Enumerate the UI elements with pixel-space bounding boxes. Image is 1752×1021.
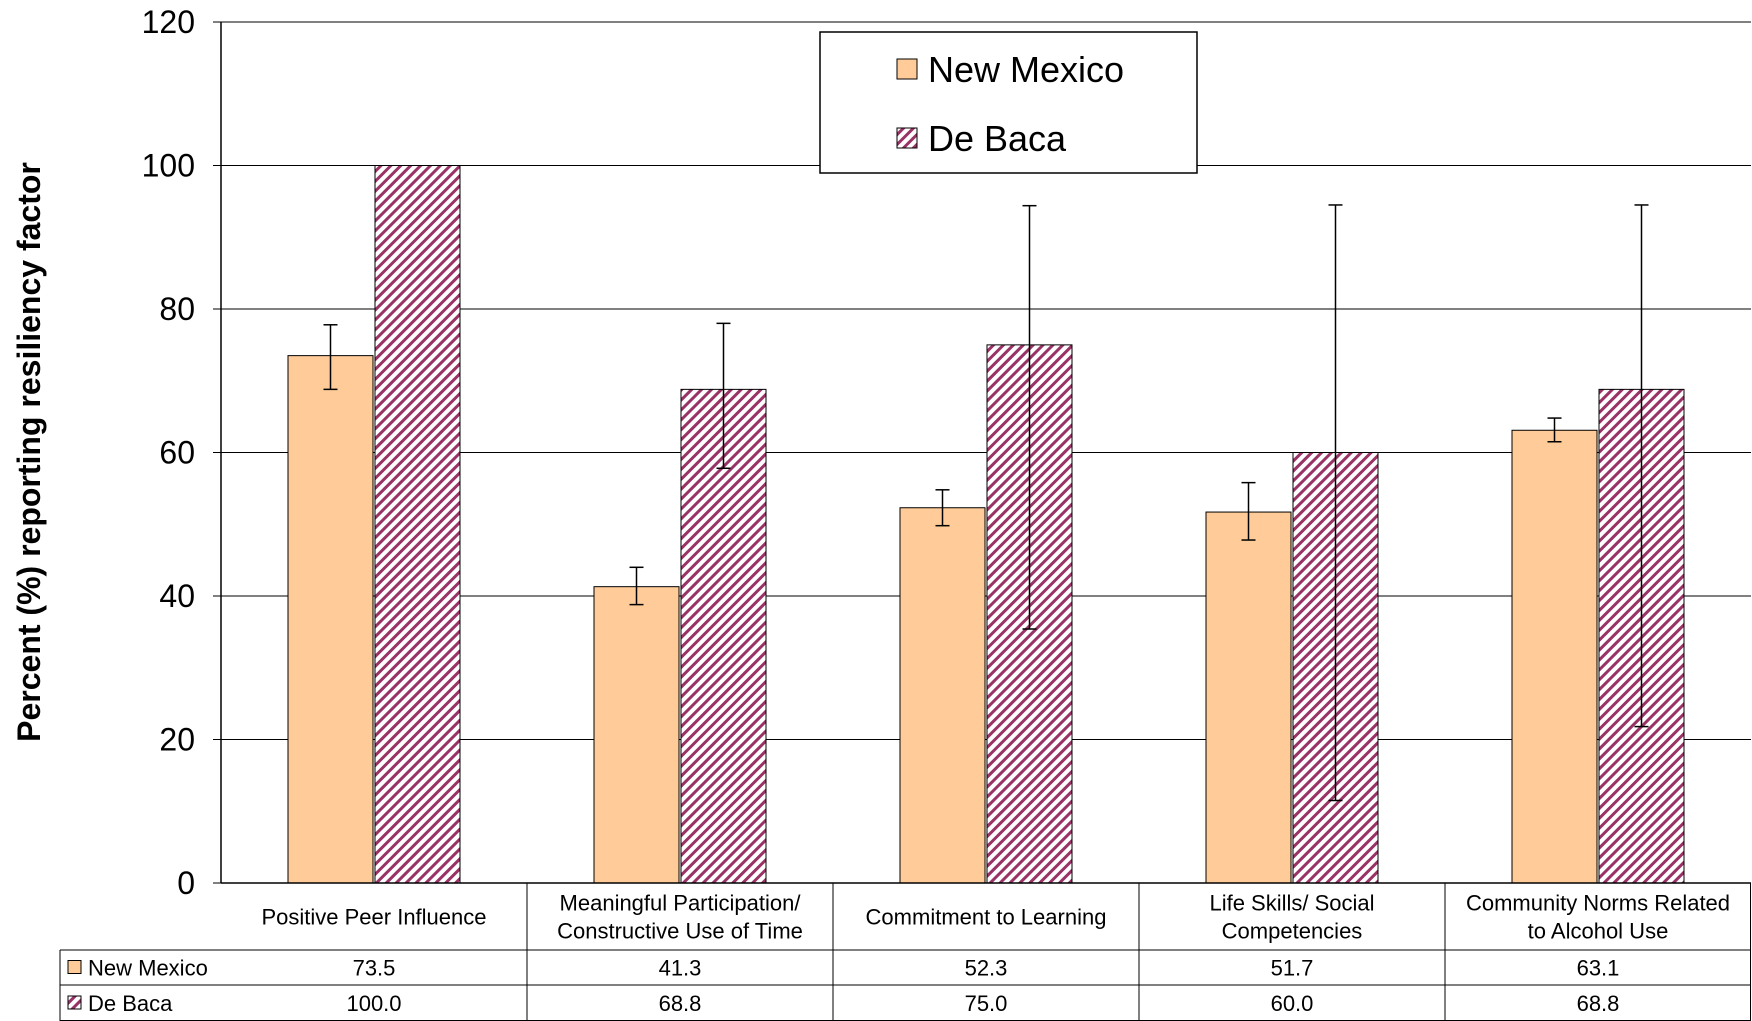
x-category-label: Constructive Use of Time — [557, 919, 803, 944]
y-tick-label: 120 — [142, 4, 195, 40]
data-label: 63.1 — [1577, 956, 1620, 981]
legend-label: New Mexico — [928, 49, 1124, 90]
x-category-label: Positive Peer Influence — [261, 905, 486, 930]
y-axis-title: Percent (%) reporting resiliency factor — [11, 162, 47, 742]
legend — [819, 31, 1198, 174]
x-category-label: to Alcohol Use — [1528, 919, 1669, 944]
data-label: 51.7 — [1271, 956, 1314, 981]
x-category-label: Commitment to Learning — [866, 905, 1107, 930]
y-tick-label: 80 — [159, 291, 195, 327]
legend-swatch — [896, 58, 918, 80]
legend-label: De Baca — [928, 118, 1067, 159]
x-category-label: Meaningful Participation/ — [560, 891, 802, 916]
x-category-label: Competencies — [1222, 919, 1363, 944]
data-label: 75.0 — [965, 991, 1008, 1016]
data-label: 100.0 — [346, 991, 401, 1016]
bar-new-mexico — [1205, 511, 1292, 884]
y-tick-label: 20 — [159, 722, 195, 758]
data-label: 52.3 — [965, 956, 1008, 981]
y-tick-label: 100 — [142, 148, 195, 184]
data-label: 60.0 — [1271, 991, 1314, 1016]
y-tick-label: 0 — [177, 865, 195, 901]
x-category-label: Life Skills/ Social — [1209, 891, 1374, 916]
table-series-name: New Mexico — [88, 956, 208, 981]
data-label: 68.8 — [659, 991, 702, 1016]
table-legend-key — [67, 960, 82, 974]
data-label: 73.5 — [353, 956, 396, 981]
y-tick-label: 40 — [159, 578, 195, 614]
bar-new-mexico — [1511, 429, 1598, 884]
table-series-name: De Baca — [88, 991, 173, 1016]
legend-swatch — [896, 127, 918, 149]
data-label: 68.8 — [1577, 991, 1620, 1016]
bar-new-mexico — [287, 355, 374, 884]
x-category-label: Community Norms Related — [1466, 891, 1730, 916]
bar-new-mexico — [593, 586, 680, 884]
bar-new-mexico — [899, 507, 986, 884]
y-tick-label: 60 — [159, 435, 195, 471]
table-legend-key — [67, 995, 82, 1010]
bar-de-baca — [374, 165, 461, 884]
data-label: 41.3 — [659, 956, 702, 981]
